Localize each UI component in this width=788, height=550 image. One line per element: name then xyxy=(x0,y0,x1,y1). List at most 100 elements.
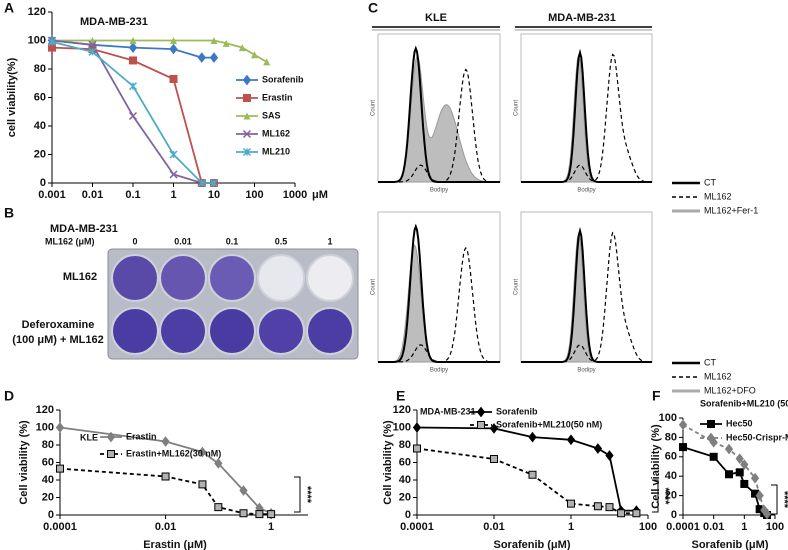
panel-label: E xyxy=(396,388,405,404)
x-tick-label: 1 xyxy=(170,189,176,201)
legend-label: Sorafenib xyxy=(262,74,304,84)
legend-label: Hec50 xyxy=(726,418,753,428)
marker xyxy=(725,470,733,479)
marker xyxy=(412,422,422,433)
x-axis-label: Sorafenib (μM) xyxy=(691,539,768,550)
significance-bracket xyxy=(294,476,301,513)
y-axis-label: Count xyxy=(371,100,377,116)
y-tick-label: 100 xyxy=(28,34,46,46)
marker xyxy=(198,446,207,458)
histogram-ml162 xyxy=(378,68,500,183)
marker xyxy=(678,419,688,431)
panel-label: B xyxy=(4,205,14,221)
column-title: MDA-MB-231 xyxy=(548,12,616,24)
x-tick-label: 0.01 xyxy=(703,521,724,533)
y-axis-label: Cell viability (%) xyxy=(18,420,30,505)
x-axis-label: Sorafenib (μM) xyxy=(493,539,570,550)
y-tick-label: 100 xyxy=(659,412,677,424)
legend-marker xyxy=(243,112,251,120)
y-tick-label: 100 xyxy=(36,421,54,433)
conc-label: ML162 (μM) xyxy=(45,236,95,246)
x-axis-label: μM xyxy=(312,189,328,201)
y-tick-label: 120 xyxy=(393,404,411,416)
marker xyxy=(239,485,248,496)
legend-marker xyxy=(477,421,485,429)
legend-label: ML210 xyxy=(262,146,290,156)
x-tick-label: 0.0001 xyxy=(43,521,77,533)
marker xyxy=(214,458,223,469)
x-tick-label: 10 xyxy=(208,189,220,201)
marker xyxy=(128,111,138,121)
marker xyxy=(735,468,744,477)
y-tick-label: 20 xyxy=(665,490,677,502)
chart-title: KLE xyxy=(80,432,98,442)
panel-label: F xyxy=(652,388,661,404)
y-axis-label: Cell viability (%) xyxy=(382,420,394,505)
marker xyxy=(755,490,764,501)
row-label: Deferoxamine xyxy=(22,319,95,331)
marker xyxy=(169,74,178,83)
marker xyxy=(128,82,138,91)
marker xyxy=(632,509,641,518)
legend-label: ML162+DFO xyxy=(704,385,756,395)
marker xyxy=(528,431,537,443)
marker xyxy=(222,39,230,47)
legend-label: ML162 xyxy=(704,191,732,201)
y-tick-label: 60 xyxy=(399,456,411,468)
marker xyxy=(161,436,170,447)
marker xyxy=(210,37,218,44)
marker xyxy=(709,452,718,461)
marker xyxy=(617,509,626,518)
panel-c-legend xyxy=(672,181,700,393)
marker xyxy=(55,422,65,433)
conc: 0.01 xyxy=(174,236,192,246)
significance: **** xyxy=(301,486,313,504)
y-tick-label: 20 xyxy=(399,491,411,503)
y-tick-label: 60 xyxy=(42,456,54,468)
y-tick-label: 40 xyxy=(34,120,46,132)
significance: **** xyxy=(659,487,671,505)
legend-marker xyxy=(243,94,251,102)
y-tick-label: 80 xyxy=(399,439,411,451)
marker xyxy=(566,434,576,446)
legend-label: ML162+Fer-1 xyxy=(704,205,758,215)
marker xyxy=(724,443,734,455)
x-tick-label: 0.01 xyxy=(155,521,176,533)
x-axis-label: Bodipy xyxy=(430,188,448,194)
histogram-frame xyxy=(377,211,501,363)
histogram-ml162 xyxy=(378,246,500,363)
well-plate xyxy=(107,248,359,360)
legend-marker xyxy=(707,420,715,428)
marker xyxy=(239,509,248,518)
row-label: ML162 xyxy=(63,271,97,283)
marker xyxy=(128,42,138,53)
x-tick-label: 0.01 xyxy=(483,521,504,533)
marker xyxy=(238,44,246,52)
marker xyxy=(56,464,64,473)
marker xyxy=(88,40,97,49)
marker xyxy=(489,423,499,434)
legend-marker xyxy=(476,406,486,418)
y-tick-label: 120 xyxy=(36,404,54,416)
x-tick-label: 100 xyxy=(766,521,784,533)
x-tick-label: 1000 xyxy=(283,189,307,201)
y-axis-label: Count xyxy=(514,279,520,295)
y-tick-label: 80 xyxy=(42,439,54,451)
x-axis-label: Bodipy xyxy=(430,368,448,374)
legend-label: Sorafenib+ML210(50 nM) xyxy=(496,419,602,429)
y-axis-label: Cell viability (%) xyxy=(650,424,662,509)
marker xyxy=(251,51,258,59)
marker xyxy=(593,502,602,511)
y-axis-label: Count xyxy=(514,100,520,116)
conc: 0.5 xyxy=(275,236,288,246)
series-line xyxy=(416,426,637,512)
panel-label: D xyxy=(4,388,14,404)
row-label: (100 μM) + ML162 xyxy=(12,334,103,346)
y-tick-label: 0 xyxy=(405,509,411,521)
series-line xyxy=(416,447,637,515)
legend-marker xyxy=(107,450,115,458)
marker xyxy=(263,58,271,66)
y-tick-label: 20 xyxy=(34,148,46,160)
